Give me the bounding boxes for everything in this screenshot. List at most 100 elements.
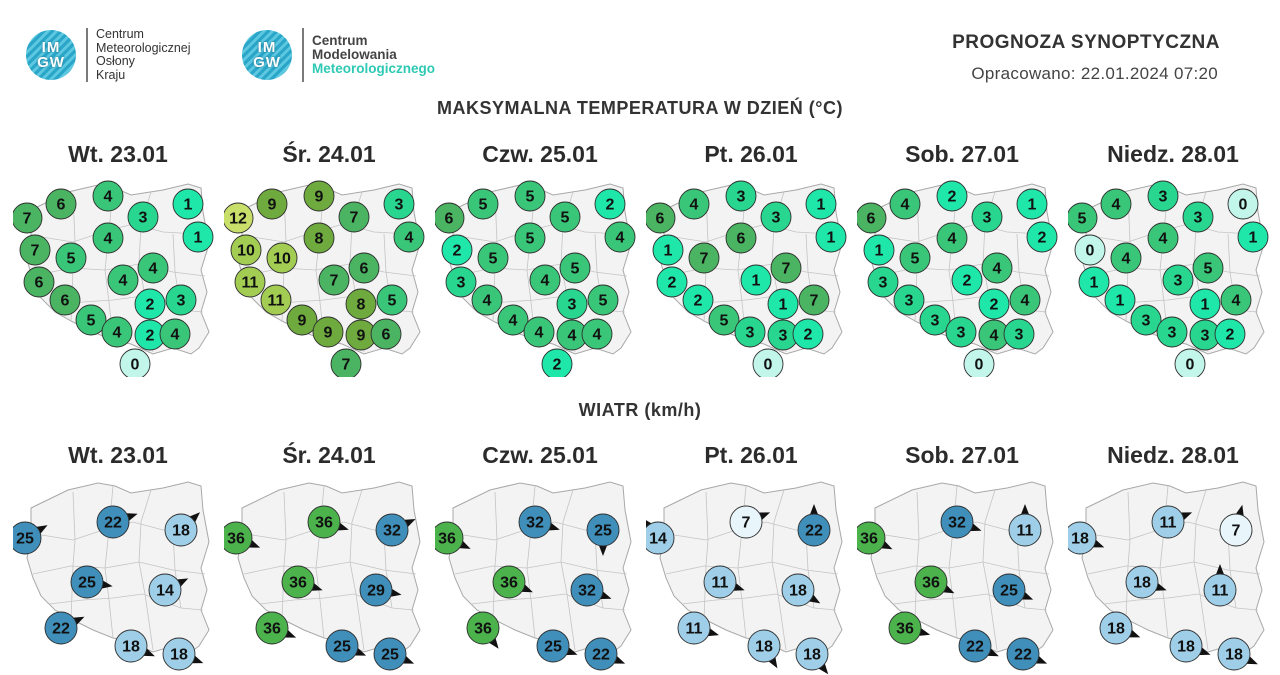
wind-marker-value: 29 (367, 583, 385, 600)
temperature-marker-circle (1003, 318, 1035, 350)
wind-marker-circle (224, 521, 253, 555)
temperature-marker: 4 (1009, 284, 1041, 316)
temperature-marker-circle (393, 221, 425, 253)
wind-marker-value: 36 (263, 621, 281, 638)
temperature-marker-value: 3 (737, 189, 746, 206)
temperature-marker-circle (514, 222, 546, 254)
temperature-map: 4 2 16 321 543 243 2 433 4 30 (857, 180, 1058, 377)
wind-marker-value: 18 (1071, 531, 1089, 548)
temperature-marker-circle (770, 252, 802, 284)
wind-marker-value: 36 (896, 621, 914, 638)
temperature-marker: 7 (330, 348, 362, 377)
temperature-marker: 9 (286, 304, 318, 336)
temperature-marker-value: 1 (664, 243, 673, 260)
temperature-marker: 0 (963, 348, 995, 377)
wind-marker: 25 (536, 629, 570, 663)
wind-marker-circle (492, 565, 526, 599)
temperature-marker-circle (936, 180, 968, 212)
temperature-marker-circle (604, 221, 636, 253)
wind-marker: 36 (492, 565, 526, 599)
temperature-marker-circle (1078, 266, 1110, 298)
temperature-marker-value: 7 (330, 273, 339, 290)
wind-day-label: Pt. 26.01 (704, 442, 798, 468)
temperature-marker-circle (945, 316, 977, 348)
wind-marker-circle (536, 629, 570, 663)
temperature-marker-circle (172, 188, 204, 220)
temperature-marker: 4 (1110, 242, 1142, 274)
wind-marker-circle (992, 573, 1026, 607)
temperature-marker-value: 3 (1159, 189, 1168, 206)
wind-marker: 25 (70, 565, 104, 599)
imgw-logo-icon: IM GW (26, 30, 76, 80)
temperature-marker: 1 (652, 234, 684, 266)
temperature-marker: 2 (441, 234, 473, 266)
temperature-marker-circle (1100, 188, 1132, 220)
temperature-marker: 7 (770, 252, 802, 284)
wind-marker: 18 (162, 637, 196, 671)
temperature-marker-value: 5 (388, 293, 397, 310)
wind-marker: 25 (325, 629, 359, 663)
temperature-marker-value: 12 (229, 211, 247, 228)
temperature-marker-value: 1 (1201, 297, 1210, 314)
temperature-marker-circle (1189, 288, 1221, 320)
temperature-marker-circle (752, 348, 784, 377)
temperature-marker-circle (863, 234, 895, 266)
temperature-marker: 10 (266, 242, 298, 274)
wind-marker-value: 18 (755, 639, 773, 656)
wind-marker: 18 (1217, 637, 1251, 671)
temperature-marker-circle (919, 304, 951, 336)
wind-marker-circle (677, 611, 711, 645)
wind-direction-arrow-icon (816, 661, 829, 675)
temperature-marker-circle (581, 318, 613, 350)
temperature-marker-circle (1016, 188, 1048, 220)
temperature-marker: 0 (119, 348, 151, 377)
temperature-marker-value: 6 (656, 211, 665, 228)
wind-marker-circle (1125, 565, 1159, 599)
wind-marker: 36 (435, 521, 464, 555)
temperature-marker-value: 7 (350, 210, 359, 227)
wind-day-label: Sob. 27.01 (905, 442, 1019, 468)
temperature-marker: 4 (393, 221, 425, 253)
temperature-marker: 3 (383, 188, 415, 220)
temperature-marker-value: 4 (1159, 231, 1168, 248)
temperature-marker-circle (256, 188, 288, 220)
temperature-marker-value: 4 (483, 293, 492, 310)
temperature-marker: 1 (863, 234, 895, 266)
temperature-marker-value: 1 (779, 297, 788, 314)
temperature-marker-value: 9 (357, 328, 366, 345)
temperature-marker-circle (330, 348, 362, 377)
wind-map: 36 32 25 36 32 36 25 22 (435, 481, 632, 671)
temperature-marker-circle (1214, 318, 1246, 350)
temperature-marker-circle (688, 242, 720, 274)
temperature-marker-value: 4 (104, 189, 113, 206)
temperature-marker-value: 5 (1078, 211, 1087, 228)
wind-marker-circle (114, 629, 148, 663)
temperature-marker-circle (760, 201, 792, 233)
wind-marker-circle (1099, 611, 1133, 645)
temperature-marker: 6 (725, 222, 757, 254)
wind-marker: 22 (96, 505, 130, 539)
temperature-marker-value: 11 (242, 275, 259, 292)
temperature-marker: 2 (936, 180, 968, 212)
wind-marker: 36 (255, 611, 289, 645)
temperature-marker: 3 (919, 304, 951, 336)
temperature-marker: 2 (134, 288, 166, 320)
temperature-marker-value: 4 (171, 327, 180, 344)
temperature-marker-value: 7 (810, 293, 819, 310)
temperature-marker-value: 0 (1239, 197, 1248, 214)
temperature-marker-value: 1 (1028, 197, 1037, 214)
temperature-marker-circle (1156, 316, 1188, 348)
wind-marker: 25 (992, 573, 1026, 607)
temperature-marker-value: 7 (700, 251, 709, 268)
temperature-marker-value: 6 (445, 211, 454, 228)
wind-section-title: WIATR (km/h) (578, 400, 702, 420)
wind-marker: 18 (1169, 629, 1203, 663)
temperature-marker-circle (165, 284, 197, 316)
temperature-marker-value: 2 (990, 297, 999, 314)
temperature-marker: 11 (234, 266, 266, 298)
temperature-marker: 2 (978, 288, 1010, 320)
temperature-marker-circle (234, 266, 266, 298)
temperature-marker-value: 4 (104, 231, 113, 248)
temperature-marker-value: 0 (975, 357, 984, 374)
wind-marker: 25 (373, 637, 407, 671)
